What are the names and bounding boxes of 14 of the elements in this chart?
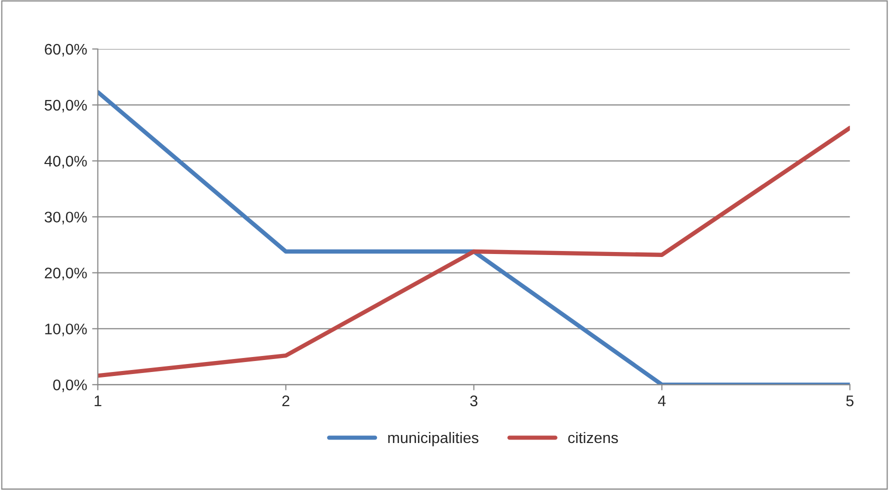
x-tick-label: 4	[658, 396, 666, 406]
legend-label: municipalities	[388, 432, 478, 446]
legend-label: citizens	[568, 432, 618, 444]
x-tick-label: 3	[470, 395, 478, 406]
x-tick-label: 1	[94, 396, 102, 406]
y-tick-label: 40,0%	[44, 156, 87, 168]
y-tick-label: 0,0%	[53, 380, 87, 392]
x-tick-label: 5	[846, 396, 854, 406]
y-tick-label: 60,0%	[44, 44, 87, 56]
x-tick-label: 2	[282, 395, 290, 406]
y-tick-label: 20,0%	[44, 268, 87, 280]
y-tick-label: 10,0%	[45, 324, 87, 336]
y-tick-label: 30,0%	[44, 212, 87, 224]
y-tick-label: 50,0%	[44, 100, 87, 112]
